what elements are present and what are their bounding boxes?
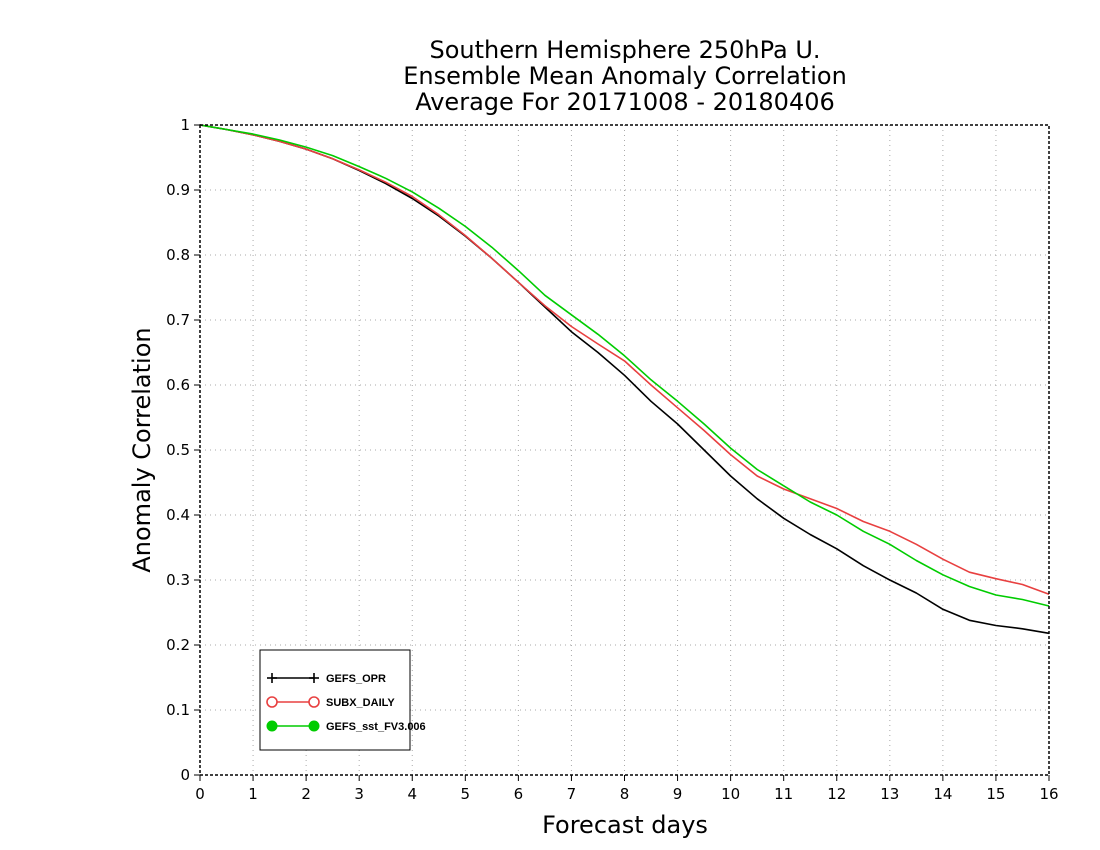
title-line-1: Southern Hemisphere 250hPa U.: [429, 36, 820, 64]
y-tick-label: 0.2: [166, 636, 190, 654]
y-axis-title: Anomaly Correlation: [128, 327, 156, 572]
grid: [200, 125, 1049, 775]
legend-items: GEFS_OPR SUBX_DAILY GEFS_sst_FV3.006: [266, 673, 426, 733]
x-tick-label: 14: [933, 785, 952, 803]
legend-item-gefs-opr: GEFS_OPR: [267, 673, 386, 685]
x-tick-label: 9: [673, 785, 683, 803]
x-tick-label: 16: [1039, 785, 1058, 803]
x-tick-label: 7: [567, 785, 577, 803]
legend-label: GEFS_sst_FV3.006: [326, 721, 426, 733]
x-tick-label: 2: [301, 785, 311, 803]
open-circle-marker-icon: [308, 696, 320, 708]
title-line-2: Ensemble Mean Anomaly Correlation: [403, 62, 847, 90]
series-line-gefs-sst-fv3-006: [199, 124, 1050, 607]
open-circle-marker-icon: [266, 696, 278, 708]
x-tick-label: 3: [354, 785, 364, 803]
y-tick-label: 0.1: [166, 701, 190, 719]
x-tick-label: 8: [620, 785, 630, 803]
x-tick-label: 1: [248, 785, 258, 803]
legend-box: [259, 649, 411, 751]
y-tick-label: 0.7: [166, 311, 190, 329]
y-tick-label: 0.4: [166, 506, 190, 524]
x-axis: 0 1 2 3 4 5 6 7 8 9 10 11 12 13 14 15 16: [195, 775, 1059, 803]
filled-circle-marker-icon: [266, 720, 278, 732]
legend-label: GEFS_OPR: [326, 673, 386, 685]
series-line-gefs-opr: [199, 124, 1050, 635]
x-tick-label: 6: [514, 785, 524, 803]
legend-item-gefs-sst-fv3-006: GEFS_sst_FV3.006: [266, 720, 426, 733]
legend-item-subx-daily: SUBX_DAILY: [266, 696, 395, 709]
y-tick-label: 0.8: [166, 246, 190, 264]
legend: GEFS_OPR SUBX_DAILY GEFS_sst_FV3.006: [259, 649, 426, 751]
y-tick-label: 0.9: [166, 181, 190, 199]
x-tick-label: 10: [721, 785, 740, 803]
x-tick-label: 4: [407, 785, 417, 803]
x-axis-title: Forecast days: [542, 811, 708, 839]
series-line-subx-daily: [199, 124, 1050, 596]
title-line-3: Average For 20171008 - 20180406: [415, 88, 835, 116]
x-tick-label: 0: [195, 785, 205, 803]
y-tick-label: 0: [180, 766, 190, 784]
series-layer: [199, 124, 1050, 635]
legend-label: SUBX_DAILY: [326, 697, 395, 709]
x-tick-label: 12: [827, 785, 846, 803]
x-tick-label: 11: [774, 785, 793, 803]
x-tick-label: 15: [986, 785, 1005, 803]
x-tick-label: 5: [461, 785, 471, 803]
filled-circle-marker-icon: [308, 720, 320, 732]
y-axis: 0 0.1 0.2 0.3 0.4 0.5 0.6 0.7 0.8 0.9 1: [166, 116, 200, 784]
x-tick-label: 13: [880, 785, 899, 803]
chart-title: Southern Hemisphere 250hPa U. Ensemble M…: [403, 36, 847, 116]
y-tick-label: 0.6: [166, 376, 190, 394]
y-tick-label: 1: [180, 116, 190, 134]
y-tick-label: 0.3: [166, 571, 190, 589]
y-tick-label: 0.5: [166, 441, 190, 459]
